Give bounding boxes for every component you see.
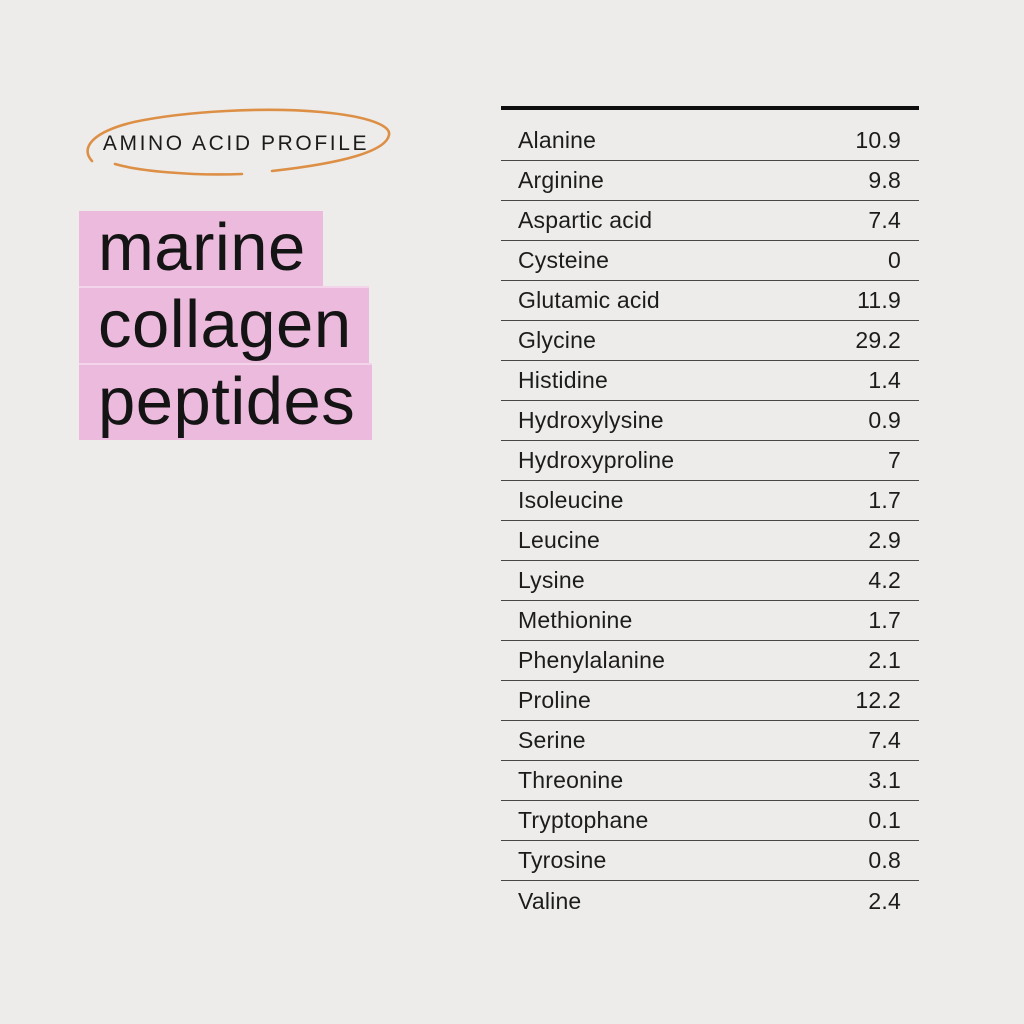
table-row: Phenylalanine 2.1 (501, 641, 919, 681)
amino-name: Methionine (518, 607, 633, 633)
table-row: Leucine 2.9 (501, 521, 919, 561)
amino-name: Histidine (518, 367, 609, 393)
amino-value: 9.8 (868, 167, 901, 193)
table-row: Threonine 3.1 (501, 761, 919, 801)
amino-value: 11.9 (857, 287, 901, 313)
table-row: Hydroxyproline 7 (501, 441, 919, 481)
table-row: Tyrosine 0.8 (501, 841, 919, 881)
amino-name: Leucine (518, 527, 600, 553)
amino-name: Glutamic acid (518, 287, 660, 313)
table-row: Arginine 9.8 (501, 161, 919, 201)
amino-name: Tyrosine (518, 847, 607, 873)
hand-drawn-ellipse-icon (86, 108, 391, 176)
amino-name: Aspartic acid (518, 207, 653, 233)
amino-value: 7.4 (868, 727, 901, 753)
table-row: Valine 2.4 (501, 881, 919, 921)
title-line: marine (79, 211, 323, 286)
amino-value: 7.4 (868, 207, 901, 233)
amino-name: Threonine (518, 767, 624, 793)
table-row: Tryptophane 0.1 (501, 801, 919, 841)
amino-acid-profile-badge: AMINO ACID PROFILE (76, 104, 396, 182)
table-row: Proline 12.2 (501, 681, 919, 721)
badge-label: AMINO ACID PROFILE (102, 132, 370, 155)
amino-name: Serine (518, 727, 586, 753)
amino-value: 4.2 (868, 567, 901, 593)
table-row: Histidine 1.4 (501, 361, 919, 401)
amino-name: Glycine (518, 327, 597, 353)
amino-value: 2.4 (868, 887, 901, 914)
amino-value: 0.1 (868, 807, 901, 833)
amino-value: 1.4 (868, 367, 901, 393)
amino-name: Lysine (518, 567, 585, 593)
amino-name: Arginine (518, 167, 604, 193)
amino-value: 7 (888, 447, 901, 473)
amino-name: Tryptophane (518, 807, 649, 833)
amino-name: Hydroxylysine (518, 407, 664, 433)
amino-value: 10.9 (855, 127, 901, 153)
amino-value: 0.9 (868, 407, 901, 433)
table-row: Serine 7.4 (501, 721, 919, 761)
amino-value: 1.7 (868, 487, 901, 513)
table-row: Alanine 10.9 (501, 121, 919, 161)
title-line: collagen (79, 286, 369, 363)
amino-acid-table: Alanine 10.9 Arginine 9.8 Aspartic acid 7.4 Cy… (501, 106, 919, 921)
table-row: Aspartic acid 7.4 (501, 201, 919, 241)
amino-value: 2.1 (868, 647, 901, 673)
table-row: Hydroxylysine 0.9 (501, 401, 919, 441)
amino-name: Cysteine (518, 247, 610, 273)
table-row: Cysteine 0 (501, 241, 919, 281)
title-line: peptides (79, 363, 373, 440)
table-row: Methionine 1.7 (501, 601, 919, 641)
amino-value: 2.9 (868, 527, 901, 553)
amino-value: 12.2 (855, 687, 901, 713)
amino-value: 0.8 (868, 847, 901, 873)
amino-name: Alanine (518, 127, 597, 153)
amino-value: 0 (888, 247, 901, 273)
table-row: Glycine 29.2 (501, 321, 919, 361)
table-row: Isoleucine 1.7 (501, 481, 919, 521)
table-row: Glutamic acid 11.9 (501, 281, 919, 321)
amino-name: Phenylalanine (518, 647, 666, 673)
amino-value: 1.7 (868, 607, 901, 633)
page-title: marine collagen peptides (79, 211, 373, 440)
amino-value: 3.1 (868, 767, 901, 793)
amino-value: 29.2 (855, 327, 901, 353)
amino-name: Valine (518, 887, 582, 914)
amino-name: Isoleucine (518, 487, 624, 513)
table-row: Lysine 4.2 (501, 561, 919, 601)
amino-name: Proline (518, 687, 591, 713)
amino-name: Hydroxyproline (518, 447, 675, 473)
